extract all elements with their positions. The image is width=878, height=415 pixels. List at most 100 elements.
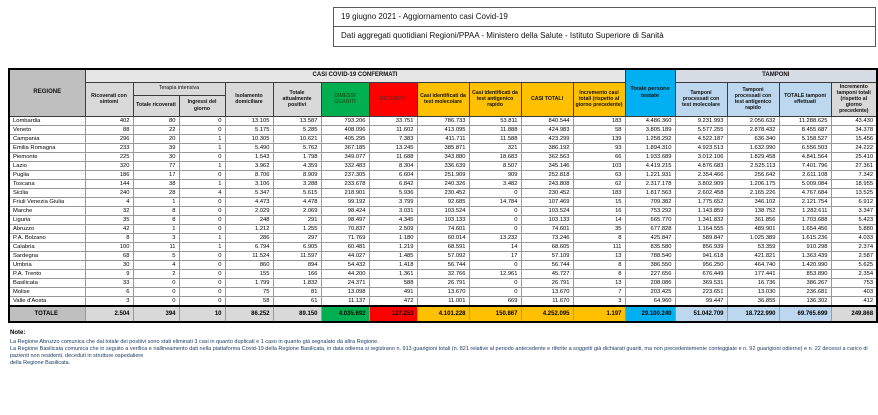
cell-dimessi-guariti: 13.098 bbox=[320, 286, 370, 297]
col-header-ti-totale: Totale ricoverati bbox=[132, 94, 180, 117]
cell-deceduti: 1.180 bbox=[368, 232, 418, 243]
cell-casi-totali: 345.146 bbox=[520, 160, 574, 171]
total-cell-tamponi-totale: 69.765.699 bbox=[778, 304, 832, 323]
cell-tamponi-totale: 4.767.684 bbox=[778, 187, 832, 198]
cell-casi-totali: 73.246 bbox=[520, 232, 574, 243]
table-row: P.A. Trento 9 2 0 155 166 44.200 1.361 32.766 12.… bbox=[8, 268, 878, 279]
table-row: Valle d'Aosta 3 0 0 58 61 11.137 472 11.001 669 11… bbox=[8, 295, 878, 307]
cell-persone-testate: 1.258.292 bbox=[624, 133, 676, 144]
cell-isolamento: 8.706 bbox=[224, 169, 274, 180]
cell-incremento-casi: 13 bbox=[572, 277, 626, 288]
cell-region: Lombardia bbox=[8, 115, 86, 126]
cell-incremento-tamponi: 43.430 bbox=[830, 115, 878, 126]
cell-tamponi-totale: 386.267 bbox=[778, 277, 832, 288]
cell-casi-totali: 386.192 bbox=[520, 142, 574, 153]
cell-casi-totali: 56.744 bbox=[520, 259, 574, 270]
cell-ti-ingressi: 0 bbox=[178, 223, 226, 234]
col-header-dimessi-guariti: DIMESSI GUARITI bbox=[320, 81, 370, 117]
cell-incremento-casi: 16 bbox=[572, 205, 626, 216]
col-header-regione: REGIONE bbox=[8, 68, 86, 117]
cell-casi-antigenico: 14.784 bbox=[468, 196, 522, 207]
table-row: Friuli Venezia Giulia 4 1 0 4.473 4.478 99.192… bbox=[8, 196, 878, 207]
cell-ti-totale: 28 bbox=[132, 187, 180, 198]
cell-dimessi-guariti: 60.481 bbox=[320, 241, 370, 252]
band-casi-confermati: CASI COVID-19 CONFERMATI bbox=[84, 68, 626, 83]
cell-incremento-casi: 58 bbox=[572, 124, 626, 135]
cell-attualmente-positivi: 166 bbox=[272, 268, 322, 279]
cell-isolamento: 3.106 bbox=[224, 178, 274, 189]
cell-attualmente-positivi: 5.762 bbox=[272, 142, 322, 153]
cell-incremento-casi: 62 bbox=[572, 178, 626, 189]
cell-ricoverati: 33 bbox=[84, 277, 134, 288]
cell-tamponi-molecolare: 4.876.683 bbox=[674, 160, 728, 171]
cell-casi-antigenico: 0 bbox=[468, 205, 522, 216]
cell-casi-totali: 423.299 bbox=[520, 133, 574, 144]
cell-isolamento: 155 bbox=[224, 268, 274, 279]
total-cell-isolamento: 86.252 bbox=[224, 304, 274, 323]
cell-tamponi-molecolare: 4.923.513 bbox=[674, 142, 728, 153]
cell-deceduti: 6.842 bbox=[368, 178, 418, 189]
cell-ti-totale: 2 bbox=[132, 268, 180, 279]
cell-casi-molecolare: 411.711 bbox=[416, 133, 470, 144]
cell-tamponi-antigenico: 256.642 bbox=[726, 169, 780, 180]
cell-dimessi-guariti: 367.185 bbox=[320, 142, 370, 153]
col-header-incremento-tamponi: Incremento tamponi totali (rispetto al g… bbox=[830, 81, 878, 117]
total-cell-deceduti: 127.253 bbox=[368, 304, 418, 323]
cell-ti-ingressi: 1 bbox=[178, 133, 226, 144]
cell-dimessi-guariti: 99.192 bbox=[320, 196, 370, 207]
cell-tamponi-molecolare: 2.602.458 bbox=[674, 187, 728, 198]
col-header-persone-testate: Totale persone testate bbox=[624, 68, 676, 117]
total-cell-tamponi-molecolare: 51.042.709 bbox=[674, 304, 728, 323]
cell-tamponi-antigenico: 1.632.990 bbox=[726, 142, 780, 153]
cell-incremento-tamponi: 5.880 bbox=[830, 223, 878, 234]
cell-tamponi-antigenico: 636.340 bbox=[726, 133, 780, 144]
cell-tamponi-molecolare: 3.802.909 bbox=[674, 178, 728, 189]
cell-casi-antigenico: 18.683 bbox=[468, 151, 522, 162]
cell-incremento-casi: 3 bbox=[572, 295, 626, 307]
cell-casi-totali: 252.818 bbox=[520, 169, 574, 180]
cell-ti-totale: 22 bbox=[132, 124, 180, 135]
table-row: Toscana 144 38 1 3.106 3.288 233.678 6.842 240.3… bbox=[8, 178, 878, 189]
cell-isolamento: 5.490 bbox=[224, 142, 274, 153]
cell-tamponi-totale: 7.401.796 bbox=[778, 160, 832, 171]
total-cell-ricoverati: 2.504 bbox=[84, 304, 134, 323]
cell-incremento-tamponi: 24.222 bbox=[830, 142, 878, 153]
cell-deceduti: 1.361 bbox=[368, 268, 418, 279]
cell-casi-molecolare: 240.326 bbox=[416, 178, 470, 189]
cell-ti-totale: 0 bbox=[132, 295, 180, 307]
cell-ricoverati: 240 bbox=[84, 187, 134, 198]
cell-incremento-casi: 63 bbox=[572, 169, 626, 180]
cell-tamponi-totale: 1.654.456 bbox=[778, 223, 832, 234]
cell-dimessi-guariti: 349.077 bbox=[320, 151, 370, 162]
cell-dimessi-guariti: 233.678 bbox=[320, 178, 370, 189]
cell-casi-totali: 45.727 bbox=[520, 268, 574, 279]
cell-ricoverati: 296 bbox=[84, 133, 134, 144]
total-cell-dimessi-guariti: 4.035.692 bbox=[320, 304, 370, 323]
cell-ti-totale: 3 bbox=[132, 232, 180, 243]
cell-region: Molise bbox=[8, 286, 86, 297]
cell-tamponi-totale: 4.841.564 bbox=[778, 151, 832, 162]
table-row: Abruzzo 42 1 0 1.212 1.255 70.837 2.509 74.601 0 7… bbox=[8, 223, 878, 234]
cell-region: Marche bbox=[8, 205, 86, 216]
total-cell-casi-molecolare: 4.101.228 bbox=[416, 304, 470, 323]
cell-ti-totale: 17 bbox=[132, 169, 180, 180]
cell-ricoverati: 30 bbox=[84, 259, 134, 270]
cell-region: Toscana bbox=[8, 178, 86, 189]
cell-tamponi-molecolare: 1.164.555 bbox=[674, 223, 728, 234]
cell-casi-molecolare: 56.744 bbox=[416, 259, 470, 270]
cell-incremento-tamponi: 27.361 bbox=[830, 160, 878, 171]
col-header-casi-totali: CASI TOTALI bbox=[520, 81, 574, 117]
cell-casi-antigenico: 53.811 bbox=[468, 115, 522, 126]
cell-ti-ingressi: 1 bbox=[178, 160, 226, 171]
cell-casi-totali: 243.808 bbox=[520, 178, 574, 189]
cell-persone-testate: 753.292 bbox=[624, 205, 676, 216]
cell-dimessi-guariti: 11.137 bbox=[320, 295, 370, 307]
cell-tamponi-antigenico: 2.165.226 bbox=[726, 187, 780, 198]
cell-casi-antigenico: 0 bbox=[468, 223, 522, 234]
band-terapia-intensiva: Terapia intensiva bbox=[132, 81, 226, 96]
cell-tamponi-antigenico: 489.901 bbox=[726, 223, 780, 234]
cell-casi-totali: 230.452 bbox=[520, 187, 574, 198]
totals-label: TOTALE bbox=[8, 304, 86, 323]
cell-casi-antigenico: 13.232 bbox=[468, 232, 522, 243]
cell-casi-antigenico: 321 bbox=[468, 142, 522, 153]
